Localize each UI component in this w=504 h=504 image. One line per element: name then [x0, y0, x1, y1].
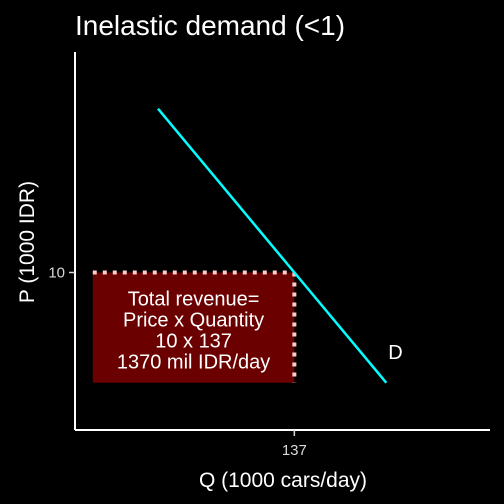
y-axis-title: P (1000 IDR) — [16, 181, 39, 303]
revenue-text-line: 1370 mil IDR/day — [117, 352, 270, 374]
chart-title: Inelastic demand (<1) — [75, 10, 345, 41]
revenue-text-line: 10 x 137 — [155, 331, 232, 353]
x-tick-label: 137 — [282, 442, 307, 459]
revenue-text-line: Total revenue= — [128, 289, 260, 311]
revenue-area — [92, 272, 295, 383]
revenue-text-line: Price x Quantity — [123, 310, 264, 332]
y-tick-label: 10 — [48, 265, 65, 282]
demand-curve — [157, 107, 388, 384]
demand-curve-label: D — [388, 342, 402, 364]
x-axis-title: Q (1000 cars/day) — [199, 469, 367, 492]
